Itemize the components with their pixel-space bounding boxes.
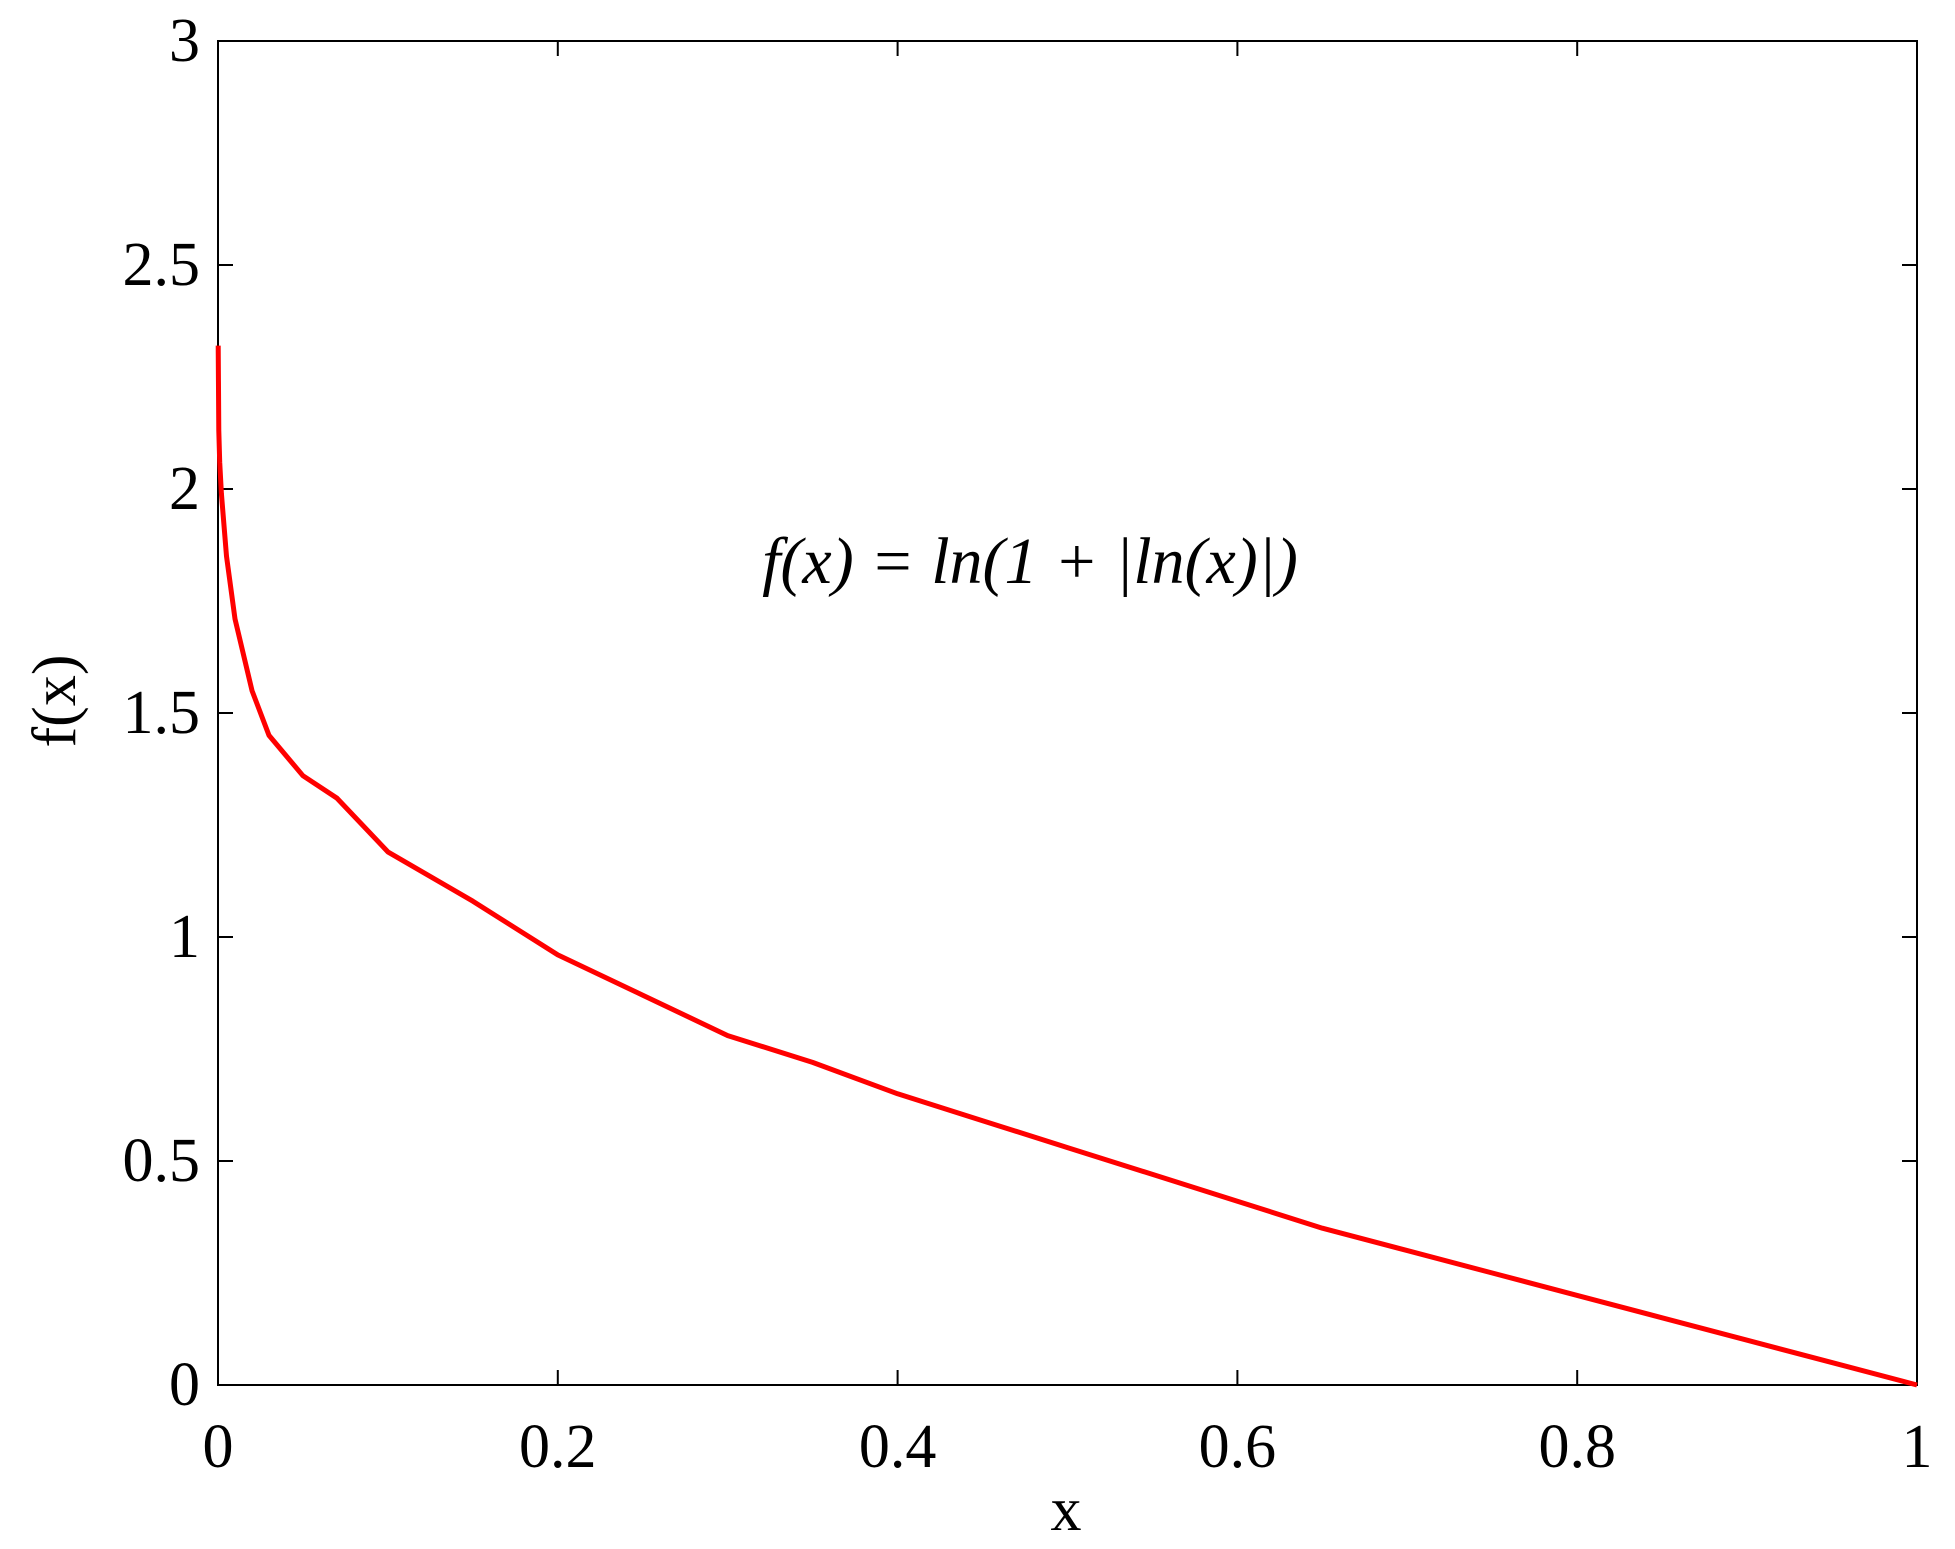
function-annotation: f(x) = ln(1 + |ln(x)|) (762, 525, 1298, 598)
y-tick-label: 0 (169, 1351, 200, 1419)
series-layer (215, 345, 1918, 1388)
series-line (215, 345, 1918, 1388)
x-tick-label: 0.8 (1538, 1413, 1616, 1481)
x-tick-label: 0.2 (519, 1413, 597, 1481)
y-tick-label: 2 (169, 455, 200, 523)
y-tick-label: 2.5 (123, 231, 201, 299)
y-tick-label: 1.5 (123, 679, 201, 747)
plot-axes: 0 0.2 0.4 0.6 0.8 1 0 0.5 1 1.5 2 2.5 3 (123, 7, 1933, 1481)
y-tick-label: 3 (169, 7, 200, 75)
x-tick-label: 0.6 (1199, 1413, 1277, 1481)
x-tick-label: 0 (203, 1413, 234, 1481)
x-tick-label: 0.4 (859, 1413, 937, 1481)
y-tick-label: 1 (169, 903, 200, 971)
x-tick-label: 1 (1902, 1413, 1933, 1481)
y-axis-label: f(x) (21, 655, 89, 748)
x-axis-label: x (1051, 1476, 1082, 1544)
plot-frame (217, 40, 1918, 1386)
y-tick-label: 0.5 (123, 1127, 201, 1195)
